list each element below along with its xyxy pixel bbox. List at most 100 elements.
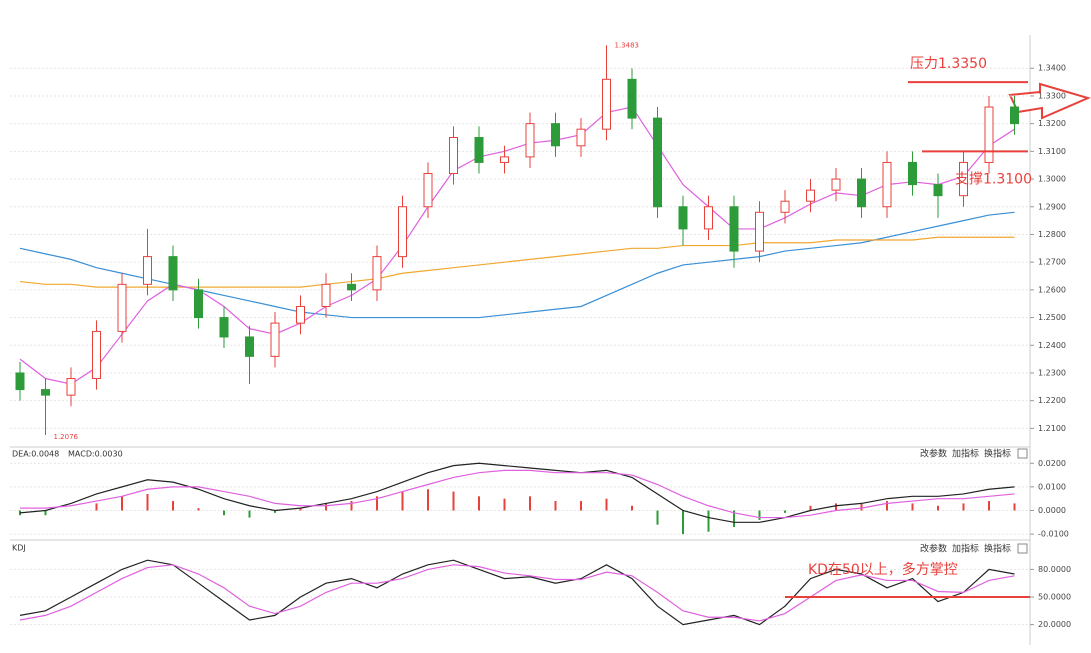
annotation: KD在50以上，多方掌控 xyxy=(808,561,958,578)
candle-body xyxy=(525,123,535,158)
candle-body xyxy=(678,206,688,230)
close-button[interactable] xyxy=(1017,543,1028,554)
button[interactable]: 换指标 xyxy=(984,448,1011,460)
histogram-bar xyxy=(223,510,225,516)
candle-body xyxy=(806,189,815,202)
arrow-icon xyxy=(1008,82,1091,120)
button[interactable]: 加指标 xyxy=(952,543,979,555)
histogram-bar xyxy=(401,491,404,511)
histogram-bar xyxy=(452,491,455,511)
histogram-bar xyxy=(172,501,174,511)
histogram-bar xyxy=(682,510,684,535)
histogram-bar xyxy=(733,510,735,528)
y-tick-label: 1.2100 xyxy=(1038,424,1066,433)
line-series xyxy=(19,462,1015,523)
high-label: 1.3483 xyxy=(615,41,640,49)
y-tick-label: 1.2400 xyxy=(1038,341,1066,350)
candle-body xyxy=(755,211,764,252)
y-tick-label: -0.0100 xyxy=(1038,530,1069,539)
y-tick-label: 1.2200 xyxy=(1038,396,1066,405)
histogram-bar xyxy=(121,496,123,511)
histogram-bar xyxy=(886,501,888,511)
candle-body xyxy=(831,178,841,191)
histogram-bar xyxy=(937,505,939,511)
histogram-bar xyxy=(503,498,506,511)
candle-body xyxy=(882,161,892,208)
y-tick-label: 1.3200 xyxy=(1038,119,1066,128)
indicator-label: MACD:0.0030 xyxy=(68,450,123,459)
candle-body xyxy=(984,106,994,163)
y-tick-label: 0.0200 xyxy=(1038,459,1066,468)
histogram-bar xyxy=(529,496,531,511)
candle-body xyxy=(66,378,76,396)
candle-body xyxy=(372,256,382,291)
histogram-bar xyxy=(631,505,633,511)
histogram-bar xyxy=(962,503,965,511)
indicator-label: DEA:0.0048 xyxy=(12,450,59,459)
histogram-bar xyxy=(478,496,480,511)
line-series xyxy=(19,564,1015,622)
histogram-bar xyxy=(835,503,837,511)
close-button[interactable] xyxy=(1017,448,1028,459)
line-series xyxy=(19,106,1015,385)
histogram-bar xyxy=(784,510,786,513)
histogram-bar xyxy=(197,508,200,511)
y-tick-label: 1.2300 xyxy=(1038,368,1066,377)
histogram-bar xyxy=(427,489,429,511)
candle-body xyxy=(321,283,331,307)
level-label: 支撑1.3100 xyxy=(955,171,1032,187)
line-series xyxy=(20,469,1015,519)
histogram-bar xyxy=(350,501,353,511)
candle-body xyxy=(143,256,152,285)
histogram-bar xyxy=(1013,503,1016,511)
candle-body xyxy=(500,156,509,163)
histogram-bar xyxy=(758,510,761,520)
y-tick-label: 80.0000 xyxy=(1038,565,1071,574)
y-tick-label: 1.3000 xyxy=(1038,175,1066,184)
candle-body xyxy=(270,322,280,357)
y-tick-label: 1.2600 xyxy=(1038,285,1066,294)
histogram-bar xyxy=(376,496,378,511)
histogram-bar xyxy=(248,510,251,518)
y-tick-label: 1.3100 xyxy=(1038,147,1066,156)
y-tick-label: 0.0100 xyxy=(1038,482,1066,491)
candle-body xyxy=(296,305,305,324)
candle-body xyxy=(219,317,229,338)
candle-body xyxy=(398,206,407,258)
candle-body xyxy=(653,117,662,208)
candle-body xyxy=(423,173,433,208)
button[interactable]: 换指标 xyxy=(984,543,1011,555)
y-tick-label: 20.0000 xyxy=(1038,620,1071,629)
button[interactable]: 改参数 xyxy=(920,448,947,460)
candle-body xyxy=(602,78,611,130)
y-tick-label: 1.3400 xyxy=(1038,64,1066,73)
candle-body xyxy=(449,137,458,175)
line-series xyxy=(19,559,1015,626)
candle-body xyxy=(168,256,178,291)
histogram-bar xyxy=(707,510,710,532)
candle-body xyxy=(780,200,790,213)
y-tick-label: 1.2900 xyxy=(1038,202,1066,211)
button[interactable]: 加指标 xyxy=(952,448,979,460)
candle-body xyxy=(92,330,101,380)
histogram-bar xyxy=(860,503,863,511)
candle-body xyxy=(347,283,356,291)
candle-body xyxy=(41,389,50,396)
histogram-bar xyxy=(988,501,990,511)
histogram-bar xyxy=(325,503,327,511)
candle-body xyxy=(15,372,25,391)
candle-body xyxy=(857,178,866,208)
histogram-bar xyxy=(656,510,659,525)
button[interactable]: 改参数 xyxy=(920,543,947,555)
histogram-bar xyxy=(605,498,608,511)
candle-body xyxy=(551,123,560,147)
y-tick-label: 50.0000 xyxy=(1038,593,1071,602)
low-label: 1.2076 xyxy=(54,433,79,441)
candle-body xyxy=(576,128,586,147)
histogram-bar xyxy=(809,505,812,511)
candle-body xyxy=(245,336,254,357)
candle-body xyxy=(194,289,203,319)
candle-body xyxy=(117,283,127,332)
